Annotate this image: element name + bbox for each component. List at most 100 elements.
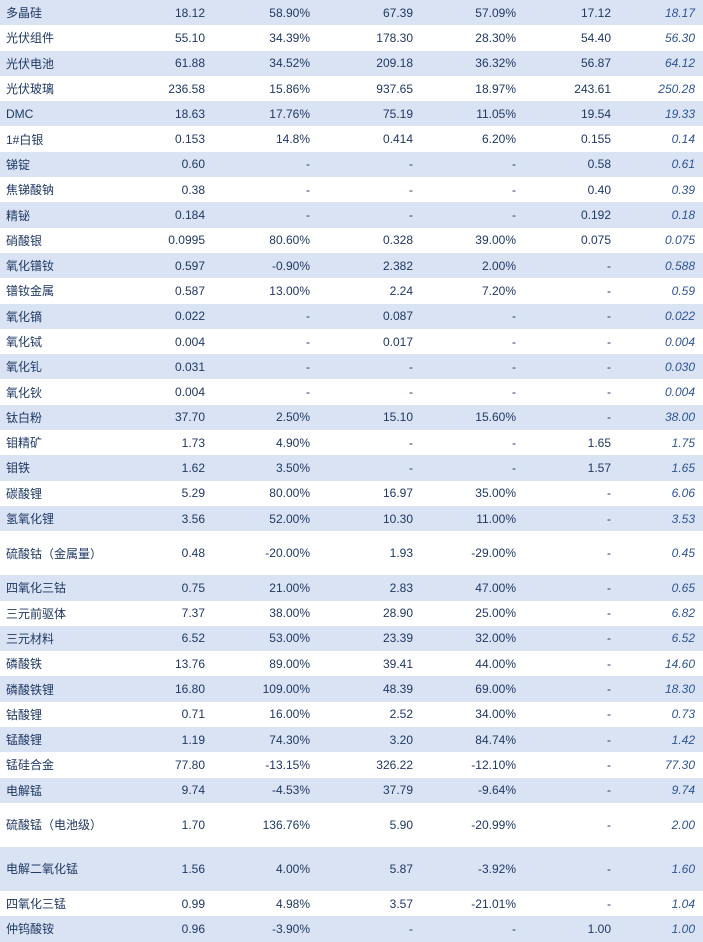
- value-cell: 0.58: [524, 152, 619, 177]
- value-cell: -4.53%: [213, 778, 318, 803]
- material-name-cell: 钼铁: [0, 455, 115, 480]
- value-cell: 84.74%: [421, 727, 524, 752]
- value-cell: 35.00%: [421, 481, 524, 506]
- value-cell: -: [213, 177, 318, 202]
- value-cell: 0.75: [115, 575, 213, 600]
- value-cell: -: [524, 702, 619, 727]
- value-cell: 9.74: [115, 778, 213, 803]
- material-name-cell: 锰硅合金: [0, 752, 115, 777]
- value-cell: -: [318, 354, 421, 379]
- value-cell: 0.59: [619, 278, 703, 303]
- table-row: 硫酸锰（电池级）1.70136.76%5.90-20.99%-2.00: [0, 803, 703, 847]
- value-cell: 0.60: [115, 152, 213, 177]
- value-cell: 34.52%: [213, 51, 318, 76]
- value-cell: 52.00%: [213, 506, 318, 531]
- value-cell: 11.00%: [421, 506, 524, 531]
- value-cell: 15.10: [318, 405, 421, 430]
- value-cell: -: [524, 803, 619, 847]
- material-name-cell: 钴酸锂: [0, 702, 115, 727]
- table-row: 三元前驱体7.3738.00%28.9025.00%-6.82: [0, 601, 703, 626]
- value-cell: 0.022: [115, 304, 213, 329]
- value-cell: 0.004: [115, 329, 213, 354]
- value-cell: 0.030: [619, 354, 703, 379]
- material-name-cell: 仲钨酸铵: [0, 916, 115, 941]
- value-cell: 4.00%: [213, 847, 318, 891]
- value-cell: -: [524, 575, 619, 600]
- materials-price-table: 多晶硅18.1258.90%67.3957.09%17.1218.17光伏组件5…: [0, 0, 703, 942]
- value-cell: 5.29: [115, 481, 213, 506]
- value-cell: 0.414: [318, 126, 421, 151]
- value-cell: -: [318, 202, 421, 227]
- value-cell: 39.41: [318, 651, 421, 676]
- value-cell: -: [524, 847, 619, 891]
- table-row: 氧化铽0.004-0.017--0.004: [0, 329, 703, 354]
- value-cell: 14.8%: [213, 126, 318, 151]
- value-cell: 209.18: [318, 51, 421, 76]
- value-cell: 0.48: [115, 531, 213, 575]
- value-cell: 47.00%: [421, 575, 524, 600]
- table-body: 多晶硅18.1258.90%67.3957.09%17.1218.17光伏组件5…: [0, 0, 703, 942]
- material-name-cell: 碳酸锂: [0, 481, 115, 506]
- table-row: 四氧化三钴0.7521.00%2.8347.00%-0.65: [0, 575, 703, 600]
- value-cell: -0.90%: [213, 253, 318, 278]
- value-cell: 2.50%: [213, 405, 318, 430]
- value-cell: 0.38: [115, 177, 213, 202]
- value-cell: -: [213, 379, 318, 404]
- value-cell: 0.004: [115, 379, 213, 404]
- value-cell: 34.39%: [213, 25, 318, 50]
- value-cell: 2.00: [619, 803, 703, 847]
- material-name-cell: 钼精矿: [0, 430, 115, 455]
- value-cell: -: [213, 202, 318, 227]
- value-cell: -: [524, 601, 619, 626]
- value-cell: -: [421, 329, 524, 354]
- value-cell: -: [318, 379, 421, 404]
- value-cell: 0.087: [318, 304, 421, 329]
- value-cell: 5.87: [318, 847, 421, 891]
- value-cell: 0.14: [619, 126, 703, 151]
- value-cell: -: [213, 354, 318, 379]
- value-cell: 937.65: [318, 76, 421, 101]
- value-cell: 1.56: [115, 847, 213, 891]
- value-cell: 1.42: [619, 727, 703, 752]
- value-cell: 17.12: [524, 0, 619, 25]
- table-row: 四氧化三锰0.994.98%3.57-21.01%-1.04: [0, 891, 703, 916]
- table-row: 钼精矿1.734.90%--1.651.75: [0, 430, 703, 455]
- value-cell: 0.99: [115, 891, 213, 916]
- value-cell: 1.70: [115, 803, 213, 847]
- table-row: 钼铁1.623.50%--1.571.65: [0, 455, 703, 480]
- table-row: 1#白银0.15314.8%0.4146.20%0.1550.14: [0, 126, 703, 151]
- material-name-cell: 1#白银: [0, 126, 115, 151]
- value-cell: 77.30: [619, 752, 703, 777]
- value-cell: 178.30: [318, 25, 421, 50]
- value-cell: 0.39: [619, 177, 703, 202]
- table-row: 锰酸锂1.1974.30%3.2084.74%-1.42: [0, 727, 703, 752]
- value-cell: -: [318, 916, 421, 941]
- value-cell: -20.99%: [421, 803, 524, 847]
- value-cell: -: [421, 152, 524, 177]
- value-cell: 57.09%: [421, 0, 524, 25]
- value-cell: -: [421, 379, 524, 404]
- value-cell: -: [524, 727, 619, 752]
- table-row: 磷酸铁13.7689.00%39.4144.00%-14.60: [0, 651, 703, 676]
- value-cell: 2.382: [318, 253, 421, 278]
- value-cell: 2.83: [318, 575, 421, 600]
- value-cell: 18.63: [115, 101, 213, 126]
- table-row: 电解锰9.74-4.53%37.79-9.64%-9.74: [0, 778, 703, 803]
- value-cell: -: [524, 354, 619, 379]
- material-name-cell: 氧化钆: [0, 354, 115, 379]
- value-cell: -: [421, 177, 524, 202]
- value-cell: 0.18: [619, 202, 703, 227]
- value-cell: 0.184: [115, 202, 213, 227]
- value-cell: 19.33: [619, 101, 703, 126]
- value-cell: 7.20%: [421, 278, 524, 303]
- value-cell: -: [421, 430, 524, 455]
- value-cell: -: [524, 778, 619, 803]
- value-cell: 44.00%: [421, 651, 524, 676]
- value-cell: 0.031: [115, 354, 213, 379]
- material-name-cell: 多晶硅: [0, 0, 115, 25]
- value-cell: -: [213, 304, 318, 329]
- table-row: 钛白粉37.702.50%15.1015.60%-38.00: [0, 405, 703, 430]
- value-cell: 18.97%: [421, 76, 524, 101]
- table-row: 多晶硅18.1258.90%67.3957.09%17.1218.17: [0, 0, 703, 25]
- table-row: 钴酸锂0.7116.00%2.5234.00%-0.73: [0, 702, 703, 727]
